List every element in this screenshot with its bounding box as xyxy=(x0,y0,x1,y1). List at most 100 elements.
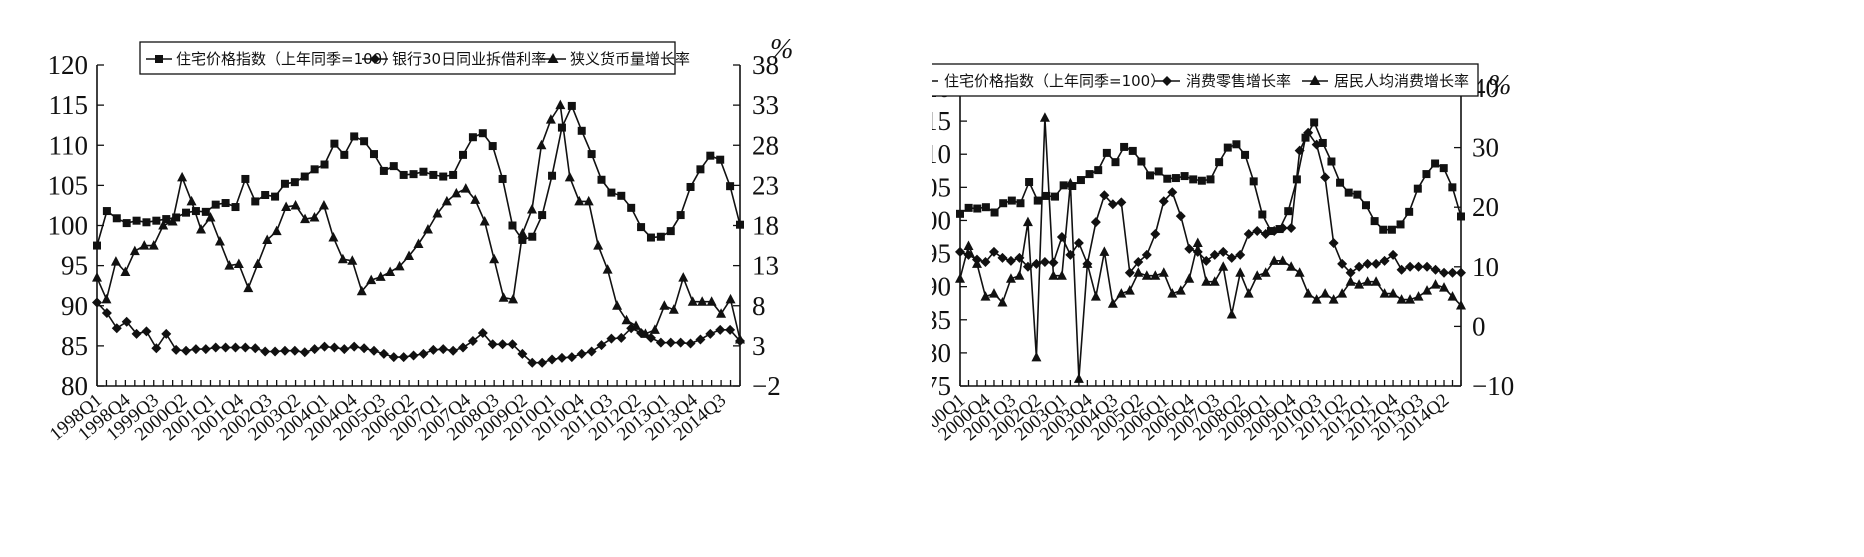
right-y-tick-label: 8 xyxy=(752,291,766,321)
left-y-ticks: 80 85 90 95 100 105 110 115 120 xyxy=(48,50,104,401)
data-point-square xyxy=(1387,225,1396,234)
data-point-square xyxy=(439,172,448,181)
legend-box xyxy=(139,41,676,75)
legend-label-housing: 住宅价格指数（上年同季=100） xyxy=(176,50,397,68)
data-point-triangle xyxy=(1243,288,1254,298)
data-point-square xyxy=(122,219,131,228)
series-line-2 xyxy=(96,102,741,340)
data-point-square xyxy=(528,232,537,241)
data-point-square xyxy=(478,129,487,138)
data-point-square xyxy=(409,170,418,179)
data-point-triangle xyxy=(1260,267,1271,277)
data-point-triangle xyxy=(1073,373,1084,383)
data-point-square xyxy=(271,192,280,201)
data-point-diamond xyxy=(210,342,221,353)
right-y-tick-label: 38 xyxy=(752,50,779,80)
data-point-triangle xyxy=(555,99,566,110)
data-point-triangle xyxy=(479,215,490,226)
data-point-triangle xyxy=(432,207,443,218)
right-y-tick-label: 23 xyxy=(752,170,779,200)
data-point-triangle xyxy=(1252,270,1263,280)
data-point-diamond xyxy=(458,342,469,353)
data-point-triangle xyxy=(167,215,178,226)
data-point-square xyxy=(736,220,744,229)
data-point-triangle xyxy=(517,228,528,238)
x-ticks: 2000Q12000Q42001Q32002Q22003Q12003Q42004… xyxy=(932,380,1462,445)
data-point-triangle xyxy=(1311,294,1322,304)
data-point-diamond xyxy=(101,307,112,318)
data-point-triangle xyxy=(997,297,1008,307)
data-point-diamond xyxy=(715,324,726,335)
data-point-triangle xyxy=(404,250,415,260)
data-point-triangle xyxy=(120,266,131,277)
data-point-triangle xyxy=(413,238,424,248)
data-point-triangle xyxy=(602,264,613,274)
data-point-triangle xyxy=(139,240,150,250)
data-point-diamond xyxy=(1328,237,1339,248)
data-point-square xyxy=(310,165,319,174)
data-point-triangle xyxy=(1218,261,1229,271)
data-point-square xyxy=(132,216,141,225)
data-point-diamond xyxy=(339,344,350,355)
data-point-diamond xyxy=(507,339,518,350)
data-point-diamond xyxy=(1022,261,1033,272)
data-point-diamond xyxy=(260,346,271,357)
data-point-triangle xyxy=(441,195,452,206)
data-point-diamond xyxy=(980,257,991,268)
left-y-tick-label: 90 xyxy=(61,291,88,321)
data-point-triangle xyxy=(649,324,660,334)
data-point-diamond xyxy=(181,345,192,356)
data-point-diamond xyxy=(270,346,281,357)
data-point-diamond xyxy=(151,343,162,354)
data-point-square xyxy=(999,199,1008,208)
data-point-square xyxy=(201,207,210,216)
data-point-triangle xyxy=(489,253,500,264)
data-point-triangle xyxy=(129,245,140,256)
right-y-tick-label: 28 xyxy=(752,130,779,160)
legend-triangle-marker-icon xyxy=(547,53,559,63)
data-point-diamond xyxy=(240,342,251,353)
data-point-diamond xyxy=(1167,187,1178,198)
data-point-triangle xyxy=(1388,288,1399,298)
data-point-square xyxy=(1327,157,1336,166)
data-point-diamond xyxy=(289,345,300,356)
data-point-square xyxy=(956,209,964,218)
data-point-diamond xyxy=(1422,261,1433,272)
data-point-triangle xyxy=(205,211,216,222)
data-point-triangle xyxy=(148,240,159,250)
data-point-square xyxy=(1344,188,1353,197)
legend-diamond-marker-icon xyxy=(1162,76,1172,86)
data-point-square xyxy=(627,203,636,212)
data-point-diamond xyxy=(171,344,182,355)
data-point-triangle xyxy=(290,199,301,210)
data-point-square xyxy=(261,191,270,200)
left-y-tick-label: 95 xyxy=(61,251,88,281)
data-point-square xyxy=(1318,138,1327,147)
data-point-diamond xyxy=(368,345,379,356)
data-point-diamond xyxy=(1235,249,1246,260)
data-point-triangle xyxy=(1328,294,1339,304)
left-y-ticks: 7580859095100105110115120 xyxy=(932,73,967,401)
data-point-triangle xyxy=(1039,112,1050,122)
data-point-triangle xyxy=(214,236,225,246)
data-point-diamond xyxy=(606,333,617,344)
data-point-square xyxy=(1258,210,1267,219)
data-point-square xyxy=(379,166,388,175)
data-point-square xyxy=(1007,196,1016,205)
data-point-square xyxy=(1439,164,1448,173)
data-point-triangle xyxy=(725,293,736,304)
data-point-diamond xyxy=(329,342,340,353)
data-point-diamond xyxy=(388,352,399,363)
data-point-triangle xyxy=(318,199,329,210)
data-point-triangle xyxy=(1235,267,1246,277)
data-point-triangle xyxy=(1022,216,1033,227)
data-point-triangle xyxy=(385,266,396,277)
data-point-diamond xyxy=(725,324,736,335)
data-point-triangle xyxy=(110,256,121,266)
data-point-diamond xyxy=(997,252,1008,263)
data-point-square xyxy=(1431,159,1440,168)
data-point-diamond xyxy=(190,344,201,355)
data-point-square xyxy=(399,170,408,179)
data-point-triangle xyxy=(1422,285,1433,295)
